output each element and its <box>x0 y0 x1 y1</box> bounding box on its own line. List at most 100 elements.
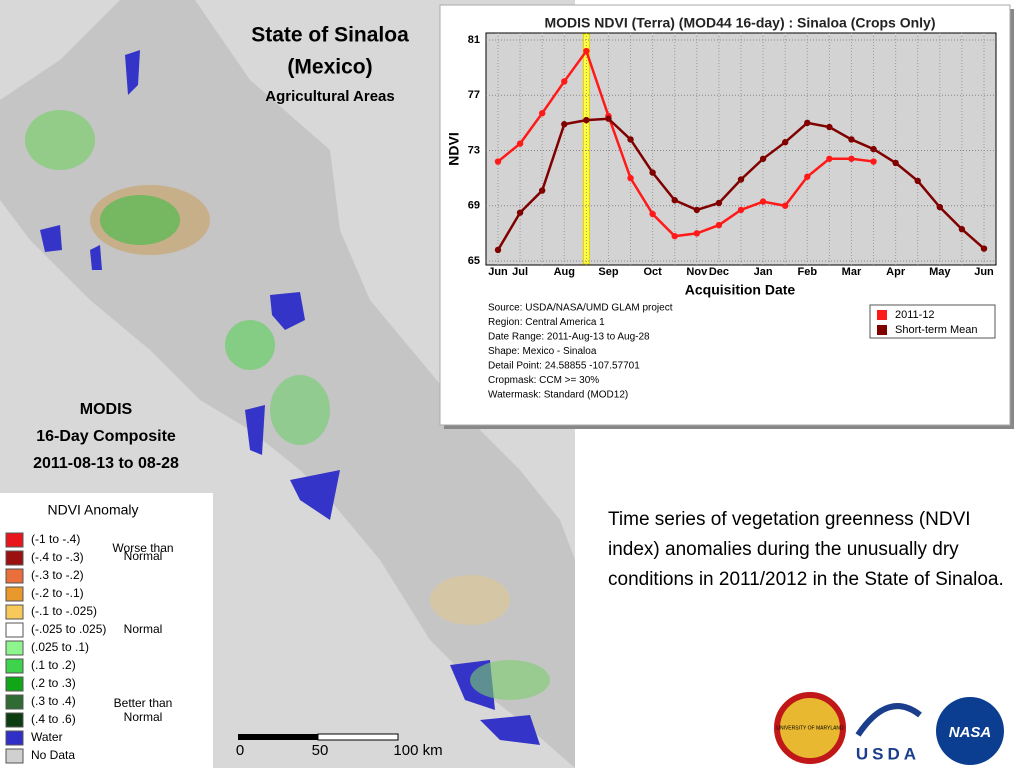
data-point <box>715 199 723 207</box>
x-tick-label: Aug <box>554 266 575 278</box>
x-tick-label: Feb <box>797 266 817 278</box>
data-point <box>870 145 877 153</box>
chart-note: Region: Central America 1 <box>488 317 605 328</box>
legend-label: Short-term Mean <box>895 324 978 336</box>
legend-label: (.025 to .1) <box>31 640 89 654</box>
legend-group: Normal <box>124 710 163 724</box>
data-point <box>583 116 590 124</box>
chart-note: Source: USDA/NASA/UMD GLAM project <box>488 303 673 314</box>
data-point <box>936 203 944 211</box>
legend-label: (.1 to .2) <box>31 658 76 672</box>
y-tick-label: 73 <box>468 144 480 156</box>
x-tick-label: Jul <box>512 266 528 278</box>
composite-label: MODIS <box>80 401 133 418</box>
legend-label: (-.3 to -.2) <box>31 568 84 582</box>
legend-title: NDVI Anomaly <box>47 502 138 518</box>
data-point <box>494 246 502 254</box>
legend-swatch <box>5 730 24 746</box>
legend-group: Normal <box>124 622 163 636</box>
legend-label: (-.2 to -.1) <box>31 586 84 600</box>
legend-label: (-.4 to -.3) <box>31 550 84 564</box>
data-point <box>561 121 568 128</box>
composite-label: 2011-08-13 to 08-28 <box>33 455 179 472</box>
legend-swatch <box>5 640 24 656</box>
legend-label: (-.1 to -.025) <box>31 604 97 618</box>
x-tick-label: Oct <box>643 266 662 278</box>
data-point <box>870 158 877 165</box>
data-point <box>759 155 767 162</box>
usda-swoosh <box>855 703 922 737</box>
legend-group: Normal <box>124 549 163 563</box>
legend-label: Water <box>31 730 63 744</box>
chart-note: Watermask: Standard (MOD12) <box>488 390 628 401</box>
map-subtitle: (Mexico) <box>287 56 372 79</box>
data-point <box>494 158 502 165</box>
scale-bar <box>317 733 399 741</box>
y-axis-label: NDVI <box>446 132 462 165</box>
legend-swatch <box>5 622 24 638</box>
y-tick-label: 69 <box>468 200 480 212</box>
legend-label: (.4 to .6) <box>31 712 76 726</box>
data-point <box>804 173 811 180</box>
chart-note: Cropmask: CCM >= 30% <box>488 375 599 386</box>
data-point <box>516 209 524 216</box>
legend-swatch <box>5 748 24 764</box>
data-point <box>516 140 524 147</box>
x-tick-label: Mar <box>842 266 862 278</box>
highlight-band <box>582 33 590 265</box>
legend-swatch <box>5 586 24 602</box>
legend-label: (-.025 to .025) <box>31 622 106 636</box>
data-point <box>980 245 988 252</box>
legend-group: Better than <box>114 696 173 710</box>
data-point <box>715 221 723 229</box>
legend-label: (.3 to .4) <box>31 694 76 708</box>
data-point <box>781 139 789 146</box>
composite-label: 16-Day Composite <box>36 428 176 445</box>
data-point <box>605 115 612 122</box>
data-point <box>737 206 745 214</box>
caption-box: Time series of vegetation greenness (NDV… <box>608 509 1004 590</box>
data-point <box>892 159 899 167</box>
x-tick-label: Dec <box>709 266 729 278</box>
data-point <box>781 202 789 209</box>
x-tick-label: Jun <box>488 266 508 278</box>
scale-label: 50 <box>312 742 329 759</box>
data-point <box>848 155 855 162</box>
data-point <box>538 110 546 117</box>
scale-label: 100 km <box>393 742 442 759</box>
nasa-logo <box>936 697 1004 765</box>
legend-swatch <box>5 550 24 566</box>
map-subtitle: Agricultural Areas <box>265 88 395 105</box>
data-point <box>649 169 656 176</box>
data-point <box>693 206 701 214</box>
data-point <box>538 187 546 194</box>
chart-note: Detail Point: 24.58855 -107.57701 <box>488 361 640 372</box>
data-point <box>737 176 745 183</box>
legend-label: (-1 to -.4) <box>31 532 80 546</box>
legend-swatch <box>5 568 24 584</box>
legend-swatch <box>5 658 24 674</box>
legend-swatch <box>5 712 24 728</box>
x-tick-label: Nov <box>686 266 708 278</box>
logo-text: NASA <box>949 724 992 741</box>
data-point <box>627 136 634 143</box>
legend-swatch <box>877 325 887 335</box>
y-tick-label: 65 <box>468 255 480 267</box>
legend-box <box>0 493 213 768</box>
chart-legend <box>869 304 996 339</box>
legend-swatch <box>5 676 24 692</box>
chart-note: Shape: Mexico - Sinaloa <box>488 346 597 357</box>
scale-label: 0 <box>236 742 244 759</box>
legend-label: (.2 to .3) <box>31 676 76 690</box>
umd-logo <box>774 692 846 764</box>
scale-bar <box>238 734 318 740</box>
x-tick-label: Apr <box>886 266 906 278</box>
legend-swatch <box>5 604 24 620</box>
data-point <box>804 119 811 127</box>
data-point <box>649 210 656 218</box>
logo-text: USDA <box>856 744 920 763</box>
legend-label: 2011-12 <box>895 309 935 321</box>
crop-areas <box>25 110 550 700</box>
